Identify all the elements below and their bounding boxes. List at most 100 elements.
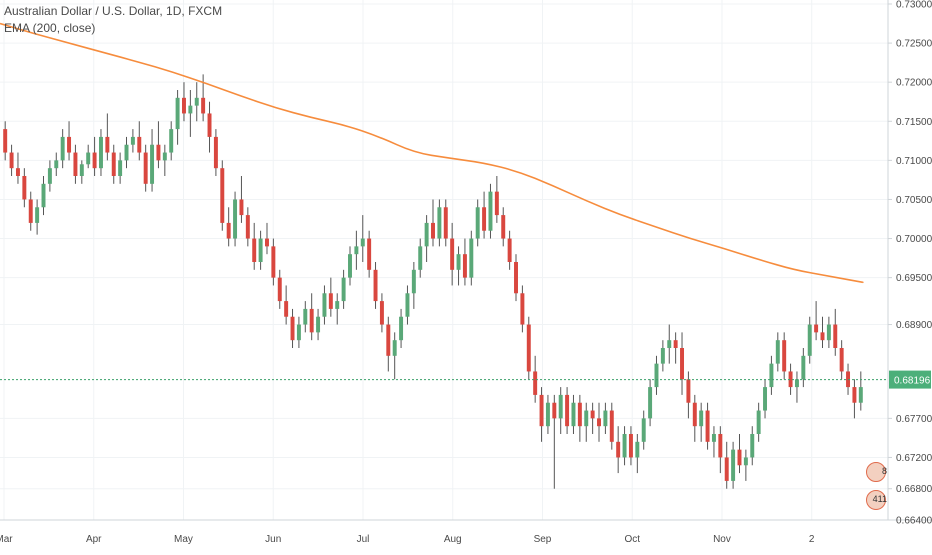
candle-down[interactable]: [226, 222, 231, 239]
candle-up[interactable]: [188, 105, 193, 114]
candle-down[interactable]: [680, 348, 685, 380]
candle-down[interactable]: [609, 410, 614, 442]
candle-down[interactable]: [156, 144, 161, 161]
candle-up[interactable]: [392, 340, 397, 356]
candle-down[interactable]: [814, 324, 819, 333]
candle-down[interactable]: [181, 97, 186, 114]
candle-up[interactable]: [801, 355, 806, 380]
candle-up[interactable]: [47, 168, 52, 184]
candle-down[interactable]: [28, 199, 33, 223]
candle-up[interactable]: [667, 340, 672, 348]
candle-up[interactable]: [118, 160, 123, 176]
candle-up[interactable]: [360, 238, 365, 247]
candle-down[interactable]: [265, 238, 269, 247]
candle-down[interactable]: [501, 215, 506, 239]
candle-up[interactable]: [399, 316, 404, 341]
candle-down[interactable]: [22, 176, 27, 200]
candle-up[interactable]: [756, 410, 761, 434]
candle-down[interactable]: [539, 394, 544, 427]
candle-down[interactable]: [482, 207, 487, 231]
candle-down[interactable]: [67, 136, 72, 153]
candle-up[interactable]: [743, 457, 748, 466]
candle-down[interactable]: [839, 348, 844, 372]
candle-down[interactable]: [92, 152, 97, 169]
candle-up[interactable]: [194, 97, 199, 106]
candle-down[interactable]: [852, 387, 857, 403]
candle-up[interactable]: [316, 316, 321, 333]
candle-up[interactable]: [469, 238, 474, 278]
candle-up[interactable]: [858, 387, 863, 403]
candle-up[interactable]: [86, 152, 91, 165]
x-axis-ticks[interactable]: Mar Apr May Jun Jul Aug Sep Oct Nov 2: [0, 534, 815, 545]
candle-down[interactable]: [201, 97, 206, 114]
candle-down[interactable]: [143, 152, 148, 184]
candle-down[interactable]: [105, 136, 110, 153]
candle-down[interactable]: [737, 449, 742, 466]
candle-up[interactable]: [124, 144, 129, 161]
candle-up[interactable]: [60, 136, 65, 161]
candle-down[interactable]: [590, 410, 595, 419]
candle-down[interactable]: [328, 293, 333, 309]
candle-down[interactable]: [252, 238, 257, 262]
candle-up[interactable]: [354, 246, 359, 255]
candle-up[interactable]: [456, 254, 461, 270]
candle-down[interactable]: [597, 418, 601, 427]
candle-up[interactable]: [584, 410, 589, 427]
candle-up[interactable]: [648, 387, 653, 419]
candle-up[interactable]: [488, 191, 493, 231]
candle-up[interactable]: [424, 222, 429, 247]
candle-down[interactable]: [284, 301, 289, 317]
candle-up[interactable]: [54, 160, 59, 169]
candle-up[interactable]: [162, 152, 167, 161]
candle-down[interactable]: [386, 324, 391, 356]
candle-down[interactable]: [507, 238, 512, 262]
candle-down[interactable]: [718, 434, 723, 458]
y-axis-ticks[interactable]: 0.73000 0.72500 0.72000 0.71500 0.71000 0.705…: [888, 0, 932, 527]
economic-event-flag-icon[interactable]: 8: [866, 462, 887, 482]
candle-down[interactable]: [15, 168, 20, 176]
candle-down[interactable]: [673, 340, 678, 348]
candle-up[interactable]: [571, 402, 576, 427]
candle-down[interactable]: [443, 207, 448, 239]
candle-up[interactable]: [348, 254, 352, 278]
candle-up[interactable]: [418, 246, 423, 270]
candle-down[interactable]: [724, 457, 729, 481]
candle-up[interactable]: [654, 363, 659, 388]
candle-down[interactable]: [367, 238, 372, 270]
candle-up[interactable]: [169, 129, 174, 153]
candle-down[interactable]: [9, 152, 14, 169]
candle-up[interactable]: [322, 293, 327, 317]
candle-down[interactable]: [514, 262, 518, 294]
candle-down[interactable]: [833, 324, 838, 348]
candle-up[interactable]: [475, 207, 480, 239]
candle-up[interactable]: [699, 410, 704, 427]
candle-up[interactable]: [558, 394, 563, 419]
candle-up[interactable]: [711, 434, 716, 442]
candle-up[interactable]: [79, 164, 84, 176]
candle-down[interactable]: [239, 199, 244, 216]
candle-up[interactable]: [341, 277, 346, 302]
candle-up[interactable]: [641, 418, 646, 442]
candle-up[interactable]: [603, 410, 608, 427]
candle-down[interactable]: [565, 394, 570, 427]
candle-down[interactable]: [290, 316, 295, 341]
candle-up[interactable]: [807, 324, 812, 356]
candle-down[interactable]: [137, 136, 142, 153]
candle-down[interactable]: [628, 434, 633, 458]
candle-up[interactable]: [769, 363, 774, 388]
candle-up[interactable]: [545, 402, 550, 427]
candle-down[interactable]: [788, 371, 793, 388]
candle-up[interactable]: [258, 238, 263, 262]
candle-down[interactable]: [373, 269, 378, 302]
candle-up[interactable]: [660, 348, 665, 364]
candle-up[interactable]: [335, 301, 340, 309]
candle-up[interactable]: [150, 144, 155, 184]
candle-down[interactable]: [450, 238, 455, 270]
candle-down[interactable]: [277, 277, 282, 302]
candle-down[interactable]: [686, 379, 691, 403]
candle-up[interactable]: [635, 441, 640, 458]
candle-up[interactable]: [794, 379, 799, 388]
candle-down[interactable]: [379, 301, 384, 325]
